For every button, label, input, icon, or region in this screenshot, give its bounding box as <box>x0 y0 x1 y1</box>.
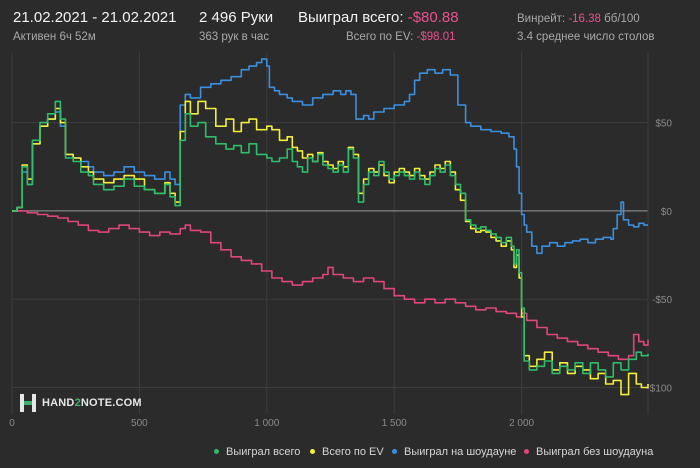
series-line-ev-total <box>12 100 649 396</box>
hands-count: 2 496 Руки <box>199 9 274 26</box>
grid <box>11 52 649 414</box>
winrate: Винрейт: -16.38 бб/100 <box>517 13 640 25</box>
legend-item-won-total[interactable]: Выиграл всего <box>214 446 300 458</box>
legend: Выиграл всего Всего по EV Выиграл на шоу… <box>0 446 700 464</box>
legend-dot-icon <box>310 448 315 454</box>
legend-dot-icon <box>392 448 397 454</box>
ev-total-value: -$98.01 <box>416 31 456 43</box>
avg-tables: 3.4 среднее число столов <box>517 31 655 43</box>
summary-header: 21.02.2021 - 21.02.2021 Активен 6ч 52м 2… <box>0 0 700 50</box>
x-tick-label: 500 <box>131 418 148 429</box>
winrate-label: Винрейт: <box>517 13 566 25</box>
legend-item-non-showdown[interactable]: Выиграл без шоудауна <box>524 446 653 458</box>
legend-item-showdown[interactable]: Выиграл на шоудауне <box>392 446 516 458</box>
winrate-value: -16.38 <box>568 13 601 25</box>
won-total-label: Выиграл всего: <box>298 9 404 26</box>
ev-total-label: Всего по EV: <box>346 31 414 43</box>
legend-dot-icon <box>524 448 529 454</box>
hand2note-logo-icon <box>20 394 36 412</box>
legend-dot-icon <box>214 448 219 454</box>
won-total-value: -$80.88 <box>407 9 459 26</box>
legend-item-ev-total[interactable]: Всего по EV <box>310 446 384 458</box>
x-tick-label: 2 000 <box>509 418 534 429</box>
logo-text: HAND2NOTE.COM <box>42 397 142 409</box>
y-tick-label: -$50 <box>652 295 672 306</box>
series-line-showdown <box>12 58 648 255</box>
ev-total: Всего по EV: -$98.01 <box>346 31 456 43</box>
series-line-non-showdown <box>12 210 649 361</box>
series-line-won-total <box>12 100 649 378</box>
y-tick-label: -$100 <box>646 384 672 395</box>
x-tick-label: 1 500 <box>382 418 407 429</box>
tick-labels: 0 500 1 000 1 500 2 000 $50 $0 -$50 -$100 <box>9 119 672 429</box>
won-total: Выиграл всего: -$80.88 <box>298 9 459 26</box>
date-range: 21.02.2021 - 21.02.2021 <box>13 9 177 26</box>
x-tick-label: 0 <box>9 418 15 429</box>
active-time: Активен 6ч 52м <box>13 31 96 43</box>
y-tick-label: $50 <box>655 119 672 130</box>
series-lines <box>12 58 649 396</box>
x-tick-label: 1 000 <box>254 418 279 429</box>
y-tick-label: $0 <box>661 207 673 218</box>
hands-per-hour: 363 рук в час <box>199 31 270 43</box>
winrate-unit: бб/100 <box>604 13 640 25</box>
